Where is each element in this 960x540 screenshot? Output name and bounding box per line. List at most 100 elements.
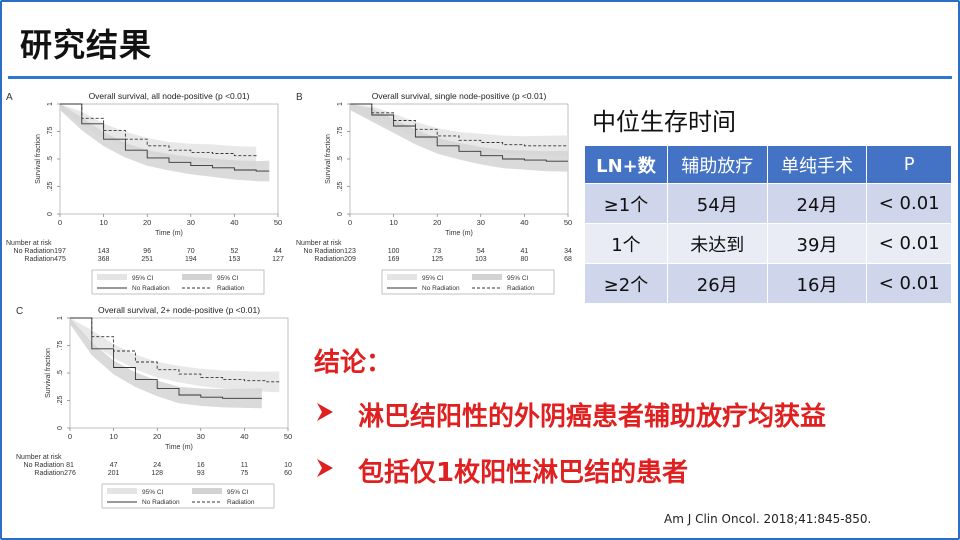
survival-curve (70, 317, 280, 383)
risk-count: 11 (241, 462, 248, 469)
x-tick-label: 30 (187, 218, 195, 227)
survival-curve (70, 317, 262, 399)
x-tick-label: 0 (58, 218, 62, 227)
legend-label: 95% CI (227, 489, 249, 496)
risk-count: 201 (108, 470, 120, 477)
table-cell: < 0.01 (866, 223, 952, 264)
risk-count: 103 (475, 256, 487, 263)
risk-count: 197 (54, 248, 66, 255)
risk-count: 209 (344, 256, 356, 263)
title-divider (8, 76, 952, 79)
x-tick-label: 0 (68, 432, 72, 441)
legend-swatch (192, 488, 222, 494)
legend-swatch (182, 274, 212, 280)
chart-title: Overall survival, 2+ node-positive (p <0… (98, 305, 260, 315)
table-header: LN+数 (584, 145, 668, 184)
conclusion-bullet: 包括仅1枚阳性淋巴结的患者 (314, 452, 688, 489)
y-tick-label: 0 (47, 212, 54, 216)
table-cell: 未达到 (666, 223, 768, 264)
conclusion-heading: 结论： (314, 348, 393, 378)
risk-table-heading: Number at risk (296, 240, 342, 247)
slide-title: 研究结果 (20, 26, 153, 64)
risk-row-label: Radiation (24, 256, 54, 263)
risk-count: 276 (64, 470, 76, 477)
x-tick-label: 20 (153, 432, 161, 441)
risk-count: 194 (185, 256, 197, 263)
table-cell: 24月 (766, 183, 868, 224)
table-header: 辅助放疗 (666, 145, 768, 184)
table-cell: ≥2个 (584, 263, 668, 304)
legend-label: Radiation (507, 285, 535, 292)
table-header: P (866, 145, 952, 184)
risk-count: 80 (521, 256, 529, 263)
risk-count: 68 (564, 256, 572, 263)
risk-count: 475 (54, 256, 66, 263)
risk-count: 93 (197, 470, 205, 477)
risk-row-label: No Radiation (14, 248, 55, 255)
legend-label: 95% CI (142, 489, 164, 496)
legend-label: No Radiation (132, 285, 170, 292)
table-cell: < 0.01 (866, 263, 952, 304)
y-tick-label: .5 (47, 156, 54, 162)
risk-count: 44 (274, 248, 282, 255)
risk-count: 251 (141, 256, 153, 263)
panel-letter: C (16, 306, 23, 317)
y-tick-label: .75 (337, 127, 344, 137)
risk-count: 169 (388, 256, 400, 263)
km-plot-c: C Overall survival, 2+ node-positive (p <… (14, 302, 300, 514)
risk-count: 47 (110, 462, 118, 469)
y-tick-label: .75 (47, 127, 54, 137)
x-tick-label: 0 (348, 218, 352, 227)
x-tick-label: 50 (274, 218, 282, 227)
x-tick-label: 40 (230, 218, 238, 227)
risk-count: 125 (431, 256, 443, 263)
table-header: 单纯手术 (766, 145, 868, 184)
legend-label: Radiation (217, 285, 245, 292)
risk-count: 96 (143, 248, 151, 255)
risk-count: 34 (564, 248, 572, 255)
survival-curve (60, 103, 257, 157)
risk-count: 60 (284, 470, 292, 477)
risk-count: 24 (153, 462, 161, 469)
legend-label: 95% CI (132, 275, 154, 282)
km-plot-svg: B Overall survival, single node-positive … (296, 91, 572, 295)
risk-count: 73 (433, 248, 441, 255)
table-cell: 16月 (766, 263, 868, 304)
risk-count: 127 (272, 256, 284, 263)
legend-swatch (387, 274, 417, 280)
panel-letter: A (6, 92, 13, 103)
ci-band (350, 104, 568, 157)
y-tick-label: 1 (337, 102, 344, 106)
ci-band (60, 104, 257, 167)
x-tick-label: 50 (284, 432, 292, 441)
risk-count: 41 (521, 248, 529, 255)
risk-count: 100 (388, 248, 400, 255)
risk-count: 10 (284, 462, 292, 469)
ci-band (70, 318, 262, 409)
survival-curve (350, 103, 568, 147)
y-tick-label: 0 (57, 426, 64, 430)
x-axis-label: Time (m) (165, 444, 193, 451)
risk-count: 75 (241, 470, 249, 477)
y-tick-label: 1 (47, 102, 54, 106)
table-row: ≥2个 26月 16月 < 0.01 (584, 263, 952, 304)
risk-row-label: No Radiation (304, 248, 345, 255)
table-cell: 26月 (666, 263, 768, 304)
table-cell: 1个 (584, 223, 668, 264)
y-tick-label: .5 (337, 156, 344, 162)
bullet-text: 淋巴结阳性的外阴癌患者辅助放疗均获益 (358, 402, 827, 432)
x-tick-label: 10 (389, 218, 397, 227)
legend-label: 95% CI (507, 275, 529, 282)
x-tick-label: 20 (433, 218, 441, 227)
legend-swatch (472, 274, 502, 280)
risk-count: 128 (151, 470, 163, 477)
risk-count: 143 (98, 248, 110, 255)
table-cell: 39月 (766, 223, 868, 264)
ci-band (70, 318, 280, 393)
y-tick-label: 0 (337, 212, 344, 216)
x-tick-label: 30 (477, 218, 485, 227)
y-tick-label: 1 (57, 316, 64, 320)
chart-title: Overall survival, all node-positive (p <… (89, 91, 250, 101)
y-axis-label: Survival fraction (35, 134, 42, 184)
